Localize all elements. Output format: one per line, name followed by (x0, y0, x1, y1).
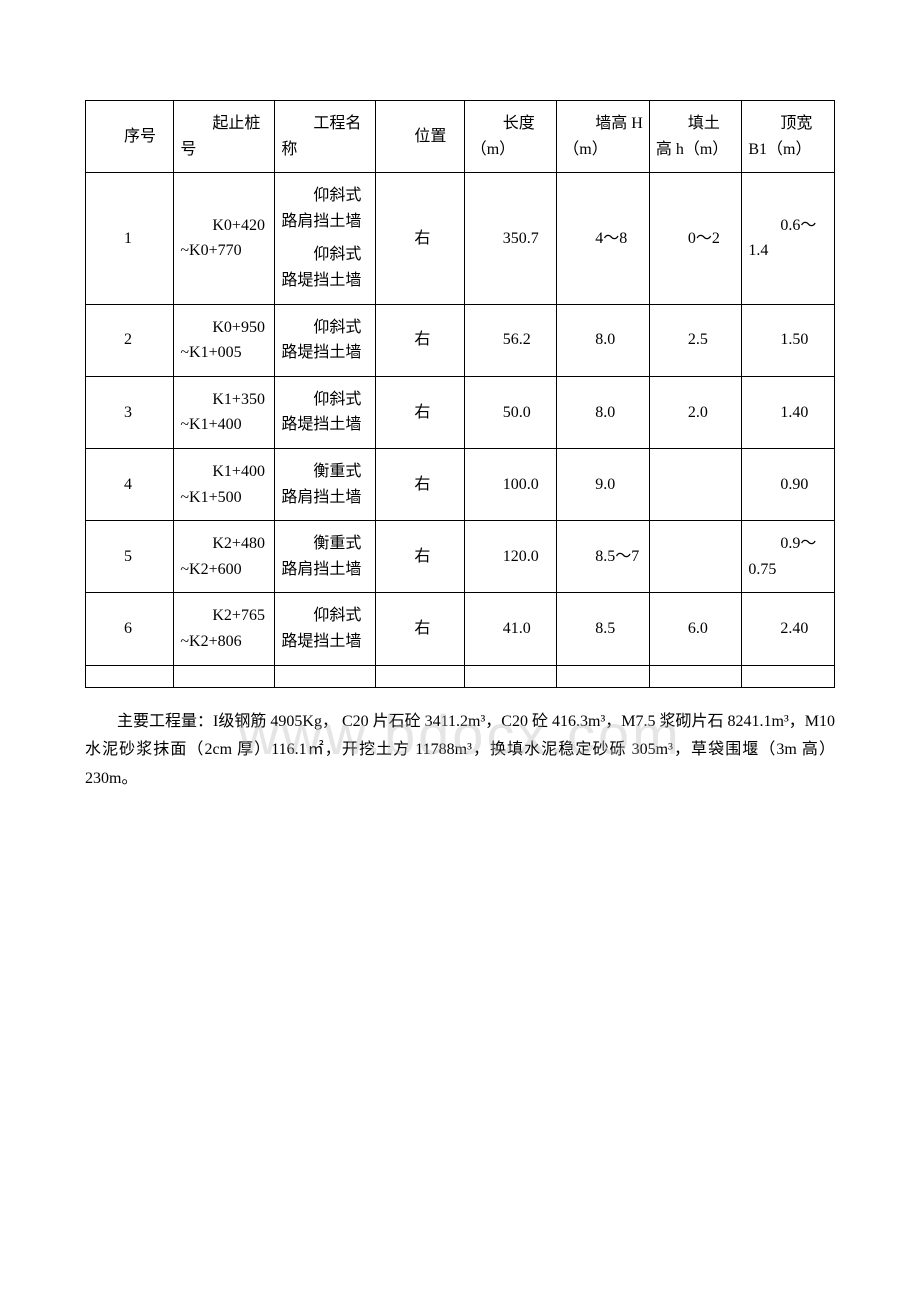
cell-wall: 9.0 (557, 448, 650, 520)
empty-cell (464, 665, 557, 687)
empty-cell (649, 665, 742, 687)
empty-cell (557, 665, 650, 687)
header-wall: 墙高 H（m） (557, 101, 650, 173)
header-len: 长度（m） (464, 101, 557, 173)
cell-len: 100.0 (464, 448, 557, 520)
empty-cell (742, 665, 835, 687)
cell-fill (649, 521, 742, 593)
cell-pos: 右 (376, 376, 464, 448)
table-header-row: 序号 起止桩号 工程名称 位置 长度（m） 墙高 H（m） 填土高 h（m） 顶… (86, 101, 835, 173)
empty-cell (174, 665, 275, 687)
cell-len: 56.2 (464, 304, 557, 376)
cell-pos: 右 (376, 521, 464, 593)
cell-seq: 3 (86, 376, 174, 448)
cell-proj: 仰斜式路堤挡土墙 (275, 304, 376, 376)
header-pos: 位置 (376, 101, 464, 173)
table-empty-row (86, 665, 835, 687)
empty-cell (376, 665, 464, 687)
cell-pos: 右 (376, 448, 464, 520)
cell-seq: 5 (86, 521, 174, 593)
cell-proj: 仰斜式路肩挡土墙 仰斜式路堤挡土墙 (275, 173, 376, 304)
cell-fill: 6.0 (649, 593, 742, 665)
cell-seq: 2 (86, 304, 174, 376)
cell-top: 2.40 (742, 593, 835, 665)
cell-wall: 8.5 (557, 593, 650, 665)
cell-wall: 8.0 (557, 304, 650, 376)
cell-stake: K1+400~K1+500 (174, 448, 275, 520)
cell-len: 350.7 (464, 173, 557, 304)
header-fill: 填土高 h（m） (649, 101, 742, 173)
cell-fill: 2.5 (649, 304, 742, 376)
cell-top: 1.50 (742, 304, 835, 376)
cell-top: 1.40 (742, 376, 835, 448)
header-proj: 工程名称 (275, 101, 376, 173)
table-row: 1 K0+420~K0+770 仰斜式路肩挡土墙 仰斜式路堤挡土墙 右 350.… (86, 173, 835, 304)
cell-pos: 右 (376, 173, 464, 304)
cell-wall: 4～8 (557, 173, 650, 304)
header-top: 顶宽 B1（m） (742, 101, 835, 173)
cell-seq: 1 (86, 173, 174, 304)
table-row: 6 K2+765~K2+806 仰斜式路堤挡土墙 右 41.0 8.5 6.0 … (86, 593, 835, 665)
cell-wall: 8.5～7 (557, 521, 650, 593)
table-row: 4 K1+400~K1+500 衡重式路肩挡土墙 右 100.0 9.0 0.9… (86, 448, 835, 520)
cell-pos: 右 (376, 593, 464, 665)
engineering-table: 序号 起止桩号 工程名称 位置 长度（m） 墙高 H（m） 填土高 h（m） 顶… (85, 100, 835, 688)
summary-paragraph: 主要工程量：I级钢筋 4905Kg， C20 片石砼 3411.2m³，C20 … (85, 708, 835, 794)
cell-len: 50.0 (464, 376, 557, 448)
cell-proj: 衡重式路肩挡土墙 (275, 521, 376, 593)
cell-stake: K2+480~K2+600 (174, 521, 275, 593)
cell-top: 0.6～1.4 (742, 173, 835, 304)
cell-fill: 0～2 (649, 173, 742, 304)
empty-cell (275, 665, 376, 687)
empty-cell (86, 665, 174, 687)
cell-seq: 6 (86, 593, 174, 665)
cell-len: 120.0 (464, 521, 557, 593)
header-stake: 起止桩号 (174, 101, 275, 173)
table-row: 2 K0+950~K1+005 仰斜式路堤挡土墙 右 56.2 8.0 2.5 … (86, 304, 835, 376)
cell-stake: K1+350~K1+400 (174, 376, 275, 448)
cell-seq: 4 (86, 448, 174, 520)
table-row: 5 K2+480~K2+600 衡重式路肩挡土墙 右 120.0 8.5～7 0… (86, 521, 835, 593)
cell-len: 41.0 (464, 593, 557, 665)
cell-stake: K2+765~K2+806 (174, 593, 275, 665)
cell-stake: K0+420~K0+770 (174, 173, 275, 304)
header-seq: 序号 (86, 101, 174, 173)
cell-proj: 仰斜式路堤挡土墙 (275, 593, 376, 665)
cell-top: 0.9～0.75 (742, 521, 835, 593)
cell-pos: 右 (376, 304, 464, 376)
table-row: 3 K1+350~K1+400 仰斜式路堤挡土墙 右 50.0 8.0 2.0 … (86, 376, 835, 448)
cell-fill (649, 448, 742, 520)
cell-stake: K0+950~K1+005 (174, 304, 275, 376)
cell-proj: 仰斜式路堤挡土墙 (275, 376, 376, 448)
cell-wall: 8.0 (557, 376, 650, 448)
cell-fill: 2.0 (649, 376, 742, 448)
cell-proj: 衡重式路肩挡土墙 (275, 448, 376, 520)
cell-top: 0.90 (742, 448, 835, 520)
